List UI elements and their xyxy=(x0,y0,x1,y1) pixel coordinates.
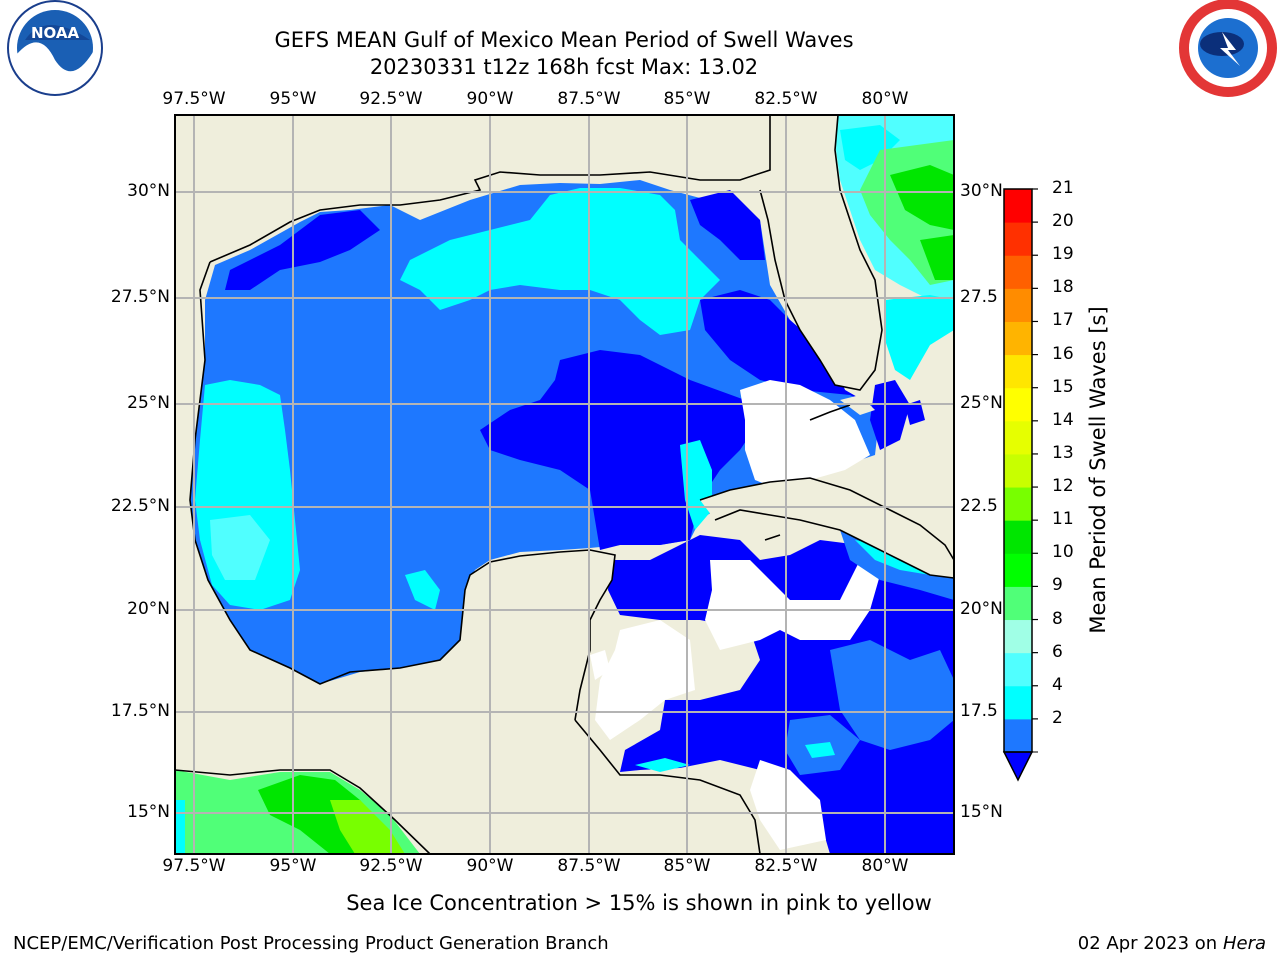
colorbar-tick-label: 6 xyxy=(1052,641,1063,662)
colorbar-tick-label: 20 xyxy=(1052,211,1074,232)
colorbar xyxy=(1002,188,1038,782)
colorbar-label: Mean Period of Swell Waves [s] xyxy=(1086,306,1110,634)
colorbar-tick-label: 13 xyxy=(1052,442,1074,463)
colorbar-tick-label: 18 xyxy=(1052,277,1074,298)
lon-tick-top: 85°W xyxy=(663,89,711,109)
colorbar-tick-label: 14 xyxy=(1052,409,1074,430)
colorbar-tick-label: 17 xyxy=(1052,310,1074,331)
lon-tick-bottom: 92.5°W xyxy=(359,856,423,876)
footer-date: 02 Apr 2023 on xyxy=(1077,933,1218,954)
footer-credit: NCEP/EMC/Verification Post Processing Pr… xyxy=(13,933,609,954)
colorbar-segment xyxy=(1004,652,1032,687)
colorbar-tick-label: 21 xyxy=(1052,178,1074,198)
colorbar-segment xyxy=(1004,288,1032,322)
colorbar-segment xyxy=(1004,718,1032,753)
lat-tick-left: 25°N xyxy=(127,393,170,413)
lat-tick-right: 27.5 xyxy=(960,287,998,307)
lon-tick-bottom: 95°W xyxy=(269,856,317,876)
lat-tick-right: 30°N xyxy=(960,181,1003,201)
lon-tick-bottom: 87.5°W xyxy=(557,856,621,876)
colorbar-segment xyxy=(1004,520,1032,554)
nws-logo xyxy=(1179,0,1277,97)
chart-title: GEFS MEAN Gulf of Mexico Mean Period of … xyxy=(274,28,854,52)
colorbar-segment xyxy=(1004,321,1032,356)
lon-tick-bottom: 90°W xyxy=(466,856,514,876)
sea-ice-note: Sea Ice Concentration > 15% is shown in … xyxy=(346,891,932,915)
noaa-logo: NOAA xyxy=(7,0,103,96)
lat-tick-right: 17.5 xyxy=(960,701,998,721)
lon-tick-top: 87.5°W xyxy=(557,89,621,109)
lon-tick-top: 82.5°W xyxy=(754,89,818,109)
colorbar-tick-label: 9 xyxy=(1052,575,1063,596)
colorbar-frame xyxy=(1003,188,1033,753)
lat-tick-left: 17.5°N xyxy=(110,701,170,721)
colorbar-tick-label: 16 xyxy=(1052,343,1074,364)
colorbar-segment xyxy=(1004,354,1032,389)
colorbar-segment xyxy=(1004,387,1032,422)
lat-tick-left: 20°N xyxy=(127,599,170,619)
colorbar-segment xyxy=(1004,685,1032,720)
lon-tick-top: 90°W xyxy=(466,89,514,109)
colorbar-tick-label: 12 xyxy=(1052,476,1074,497)
lat-tick-left: 30°N xyxy=(127,181,170,201)
colorbar-tick-label: 19 xyxy=(1052,244,1074,265)
colorbar-segment xyxy=(1004,189,1032,223)
lat-tick-right: 25°N xyxy=(960,393,1003,413)
colorbar-segment xyxy=(1004,222,1032,256)
colorbar-tick-label: 15 xyxy=(1052,376,1074,397)
noaa-logo-text: NOAA xyxy=(31,24,80,42)
lat-tick-right: 22.5 xyxy=(960,496,998,516)
lat-tick-left: 27.5°N xyxy=(110,287,170,307)
lon-tick-top: 95°W xyxy=(269,89,317,109)
colorbar-segment xyxy=(1004,487,1032,521)
colorbar-segment xyxy=(1004,255,1032,289)
lat-tick-right: 20°N xyxy=(960,599,1003,619)
lon-tick-bottom: 80°W xyxy=(861,856,909,876)
footer-host: Hera xyxy=(1222,933,1266,954)
lon-tick-bottom: 82.5°W xyxy=(754,856,818,876)
lon-tick-bottom: 85°W xyxy=(663,856,711,876)
colorbar-tick-label: 4 xyxy=(1052,674,1063,695)
lon-tick-bottom: 97.5°W xyxy=(162,856,226,876)
colorbar-segment xyxy=(1004,586,1032,621)
map-frame xyxy=(174,114,955,855)
lon-tick-top: 97.5°W xyxy=(162,89,226,109)
chart-subtitle: 20230331 t12z 168h fcst Max: 13.02 xyxy=(369,55,759,79)
lon-tick-top: 80°W xyxy=(861,89,909,109)
lat-tick-right: 15°N xyxy=(960,802,1003,822)
lat-tick-left: 15°N xyxy=(127,802,170,822)
colorbar-tick-label: 8 xyxy=(1052,608,1063,629)
lon-tick-top: 92.5°W xyxy=(359,89,423,109)
colorbar-segment xyxy=(1004,420,1032,455)
footer-date-wrap: 02 Apr 2023 on Hera xyxy=(1078,933,1266,954)
colorbar-segment xyxy=(1004,453,1032,488)
colorbar-tick-label: 2 xyxy=(1052,707,1063,728)
colorbar-segment xyxy=(1004,619,1032,654)
colorbar-tick-label: 11 xyxy=(1052,509,1074,530)
colorbar-segment xyxy=(1004,553,1032,587)
lat-tick-left: 22.5°N xyxy=(110,496,170,516)
colorbar-tick-label: 10 xyxy=(1052,542,1074,563)
colorbar-extend-arrow xyxy=(1002,751,1034,782)
